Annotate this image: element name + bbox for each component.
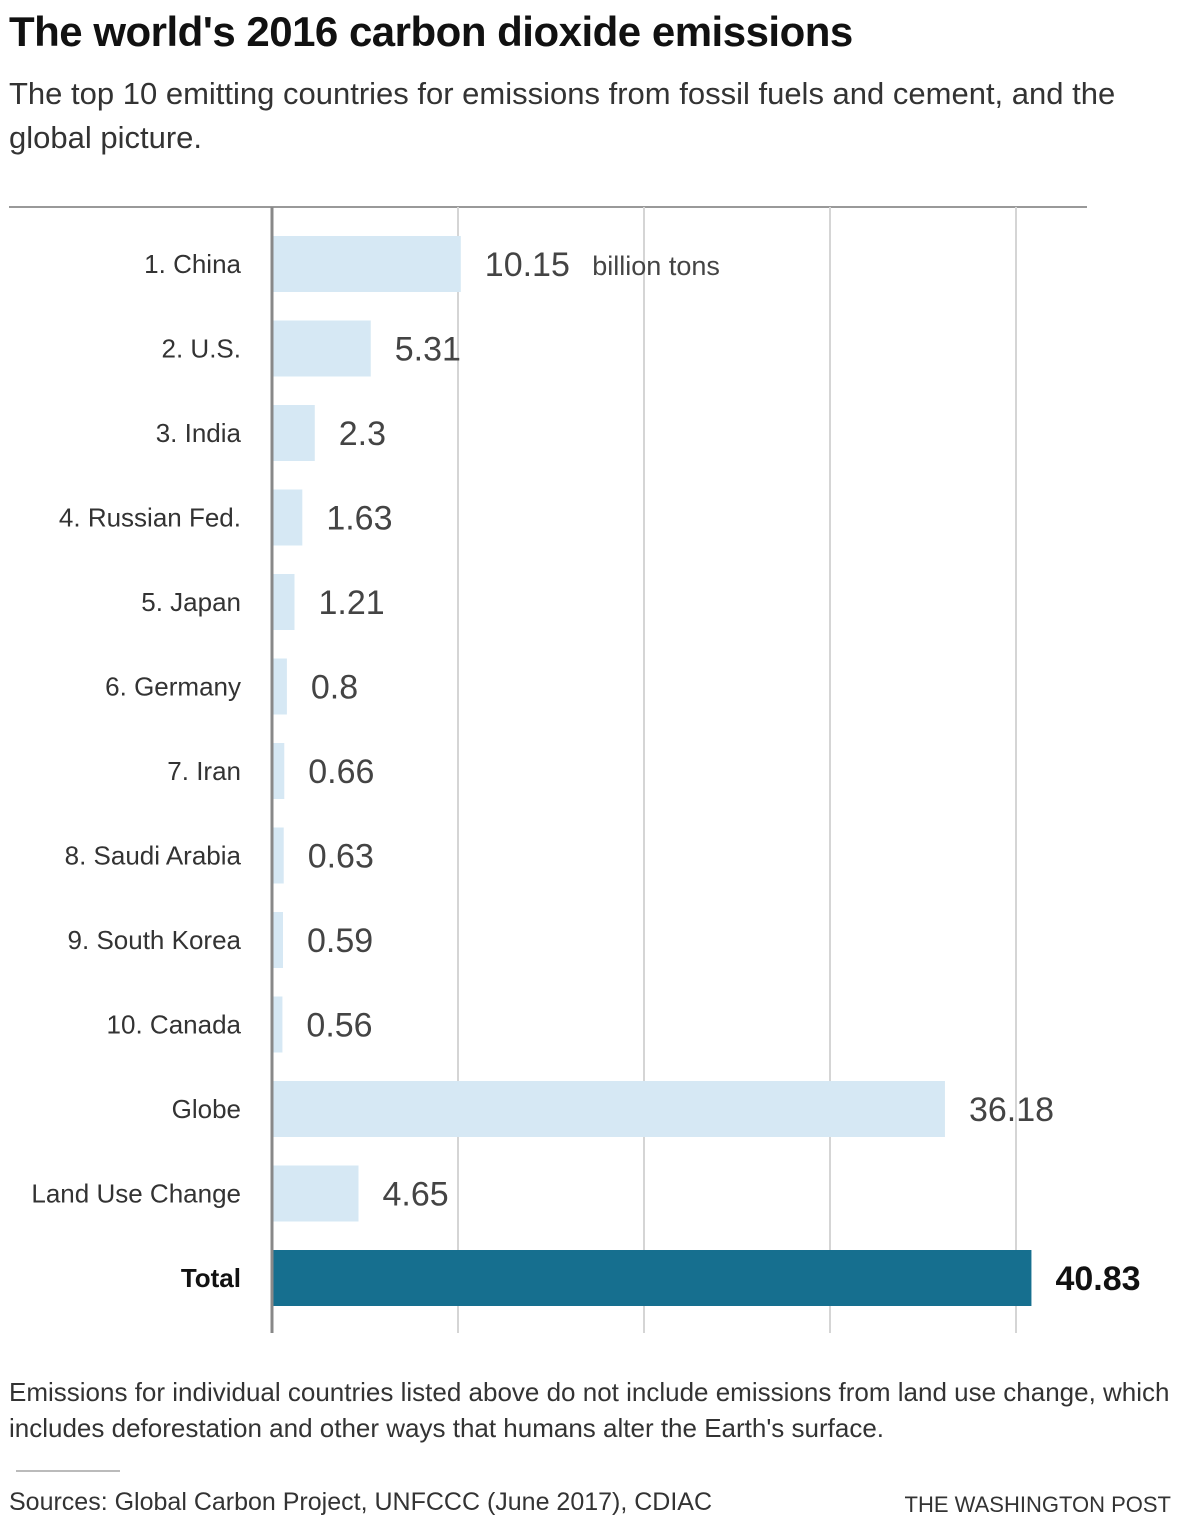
value-label: 0.8 — [311, 669, 358, 707]
chart-title: The world's 2016 carbon dioxide emission… — [9, 8, 853, 55]
sources-text: Sources: Global Carbon Project, UNFCCC (… — [9, 1488, 713, 1516]
value-label: 40.83 — [1055, 1260, 1140, 1298]
category-label: 9. South Korea — [68, 925, 242, 955]
bar — [272, 574, 295, 630]
category-label: 3. India — [156, 418, 242, 448]
bar — [272, 827, 284, 884]
category-label: Total — [181, 1263, 241, 1293]
category-label: 10. Canada — [107, 1010, 242, 1040]
value-label: 5.31 — [395, 331, 461, 369]
category-label: 6. Germany — [105, 672, 241, 702]
publisher-credit: THE WASHINGTON POST — [904, 1492, 1171, 1517]
category-label: Land Use Change — [31, 1179, 241, 1209]
bar — [272, 1081, 945, 1137]
value-label: 0.63 — [308, 838, 374, 876]
bar — [272, 1165, 359, 1222]
value-label: 4.65 — [382, 1176, 448, 1214]
value-label: 0.59 — [307, 922, 373, 960]
bar — [272, 658, 287, 715]
bar — [272, 320, 371, 377]
category-label: 2. U.S. — [162, 334, 241, 364]
category-label: 1. China — [144, 249, 241, 279]
category-label: Globe — [172, 1094, 241, 1124]
unit-label: billion tons — [592, 251, 720, 281]
bar — [272, 996, 283, 1053]
chart-subtitle: The top 10 emitting countries for emissi… — [9, 76, 1116, 155]
value-label: 2.3 — [339, 415, 386, 453]
footer-divider — [16, 1470, 120, 1472]
bar — [272, 912, 283, 968]
value-label: 1.63 — [326, 500, 392, 538]
category-label: 7. Iran — [167, 756, 241, 786]
footnote: Emissions for individual countries liste… — [9, 1377, 1170, 1443]
bar — [272, 743, 285, 799]
bar — [272, 236, 461, 292]
bar — [272, 489, 303, 546]
value-label: 36.18 — [969, 1091, 1054, 1129]
value-label: 0.56 — [306, 1007, 372, 1045]
category-label: 8. Saudi Arabia — [65, 841, 242, 871]
value-label: 10.15 — [485, 246, 570, 284]
value-label: 0.66 — [308, 753, 374, 791]
category-label: 5. Japan — [141, 587, 241, 617]
bar — [272, 405, 315, 461]
bar — [272, 1250, 1032, 1306]
bar-chart: 1. China 10.15 billion tons 2. U.S. 5.31 3. I… — [9, 206, 1141, 1333]
value-label: 1.21 — [319, 584, 385, 622]
category-label: 4. Russian Fed. — [59, 503, 241, 533]
